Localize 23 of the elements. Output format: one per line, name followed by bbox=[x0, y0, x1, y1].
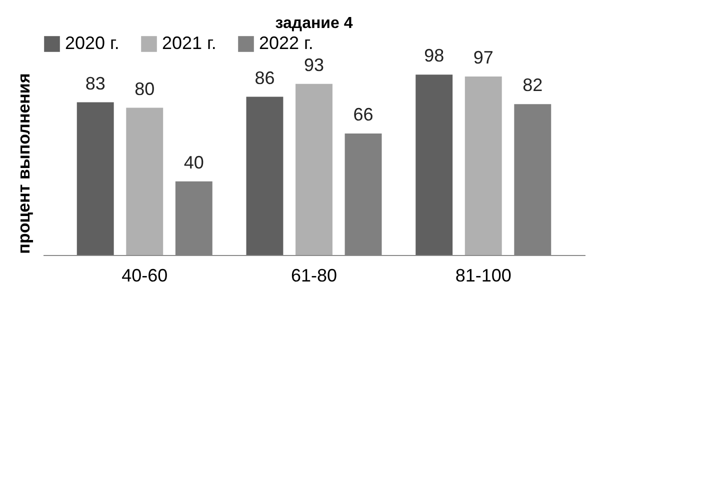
data-label: 98 bbox=[424, 46, 444, 66]
chart-title: задание 4 bbox=[275, 15, 353, 32]
bar bbox=[246, 96, 284, 255]
bar bbox=[296, 84, 332, 255]
bar bbox=[416, 74, 453, 255]
data-label: 86 bbox=[254, 68, 275, 88]
data-label: 93 bbox=[304, 54, 324, 75]
x-tick-label: 61-80 bbox=[290, 266, 338, 286]
data-label: 66 bbox=[353, 104, 374, 125]
legend-label: 2022 г. bbox=[259, 33, 314, 53]
bar bbox=[76, 102, 114, 255]
y-axis-title: процент выполнения bbox=[14, 73, 34, 254]
x-tick-label: 81-100 bbox=[455, 266, 512, 286]
legend-label: 2021 г. bbox=[162, 33, 216, 53]
bar bbox=[126, 108, 164, 255]
bar bbox=[464, 76, 502, 255]
data-label: 40 bbox=[184, 152, 204, 172]
legend-label: 2020 г. bbox=[65, 33, 120, 53]
data-label: 83 bbox=[85, 73, 106, 94]
data-label: 82 bbox=[522, 75, 543, 96]
data-label: 80 bbox=[134, 78, 155, 99]
data-label: 97 bbox=[473, 48, 494, 68]
x-tick-label: 40-60 bbox=[122, 266, 168, 286]
